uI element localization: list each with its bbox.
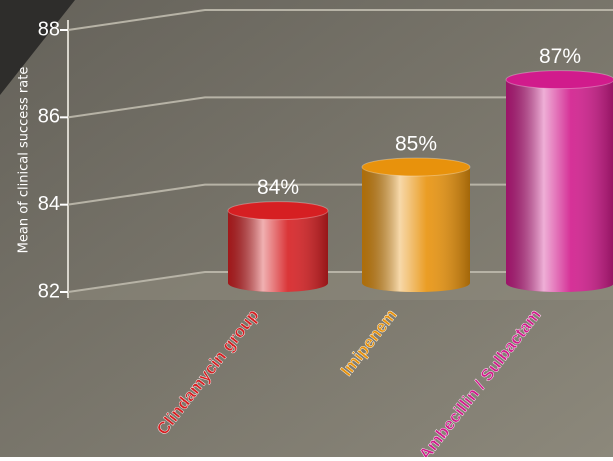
y-tick-label: 88 <box>38 18 60 40</box>
bar-shine <box>506 79 613 292</box>
value-label: 87% <box>539 45 581 68</box>
bar-shine <box>228 210 328 292</box>
value-label: 84% <box>257 176 299 199</box>
bar-shine <box>362 167 470 292</box>
corner <box>0 0 75 95</box>
grid-line <box>67 271 613 293</box>
y-tick-label: 82 <box>38 280 60 302</box>
y-tick-label: 86 <box>38 106 60 128</box>
bar-top <box>227 201 329 221</box>
floor <box>68 272 613 300</box>
bar-top <box>361 157 471 177</box>
grid-line <box>67 9 613 31</box>
y-axis-label: Mean of clinical success rate <box>17 67 32 254</box>
grid-line <box>67 183 613 206</box>
value-label: 85% <box>395 133 437 156</box>
bar-top <box>505 70 613 90</box>
grid-line <box>67 96 613 119</box>
y-tick-label: 84 <box>38 193 60 215</box>
